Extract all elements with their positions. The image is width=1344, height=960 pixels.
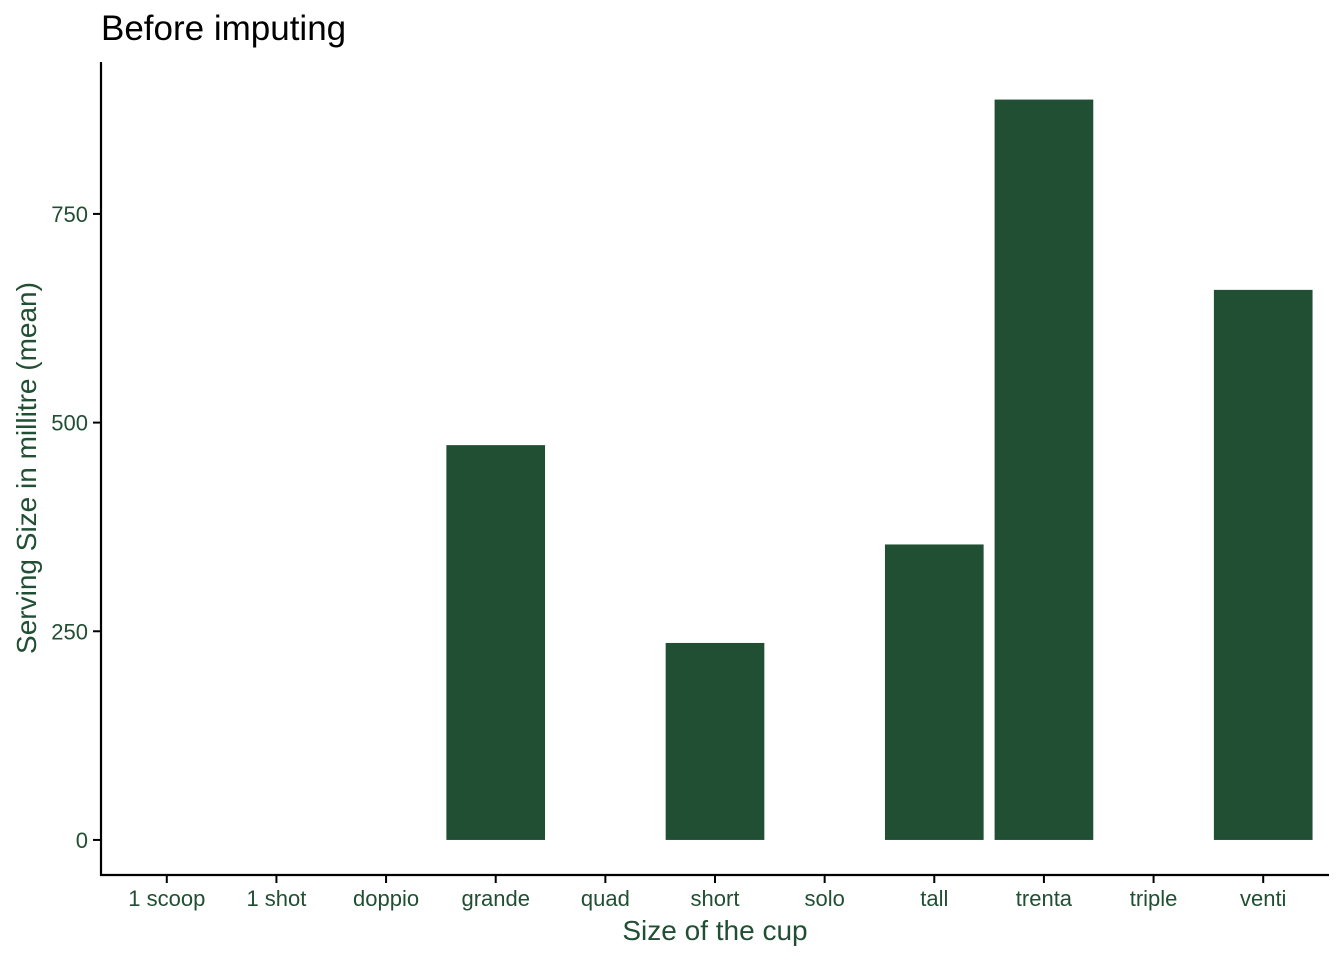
bars-group [446,99,1313,840]
x-axis-ticks: 1 scoop 1 shot doppio grande quad short solo ta… [128,875,1286,911]
x-tick-label: 1 shot [246,886,306,911]
y-axis-title: Serving Size in millitre (mean) [11,282,42,654]
x-tick-label: tall [920,886,948,911]
y-tick-label: 750 [51,202,88,227]
y-tick-label: 500 [51,411,88,436]
y-tick-label: 250 [51,619,88,644]
x-tick-label: quad [581,886,630,911]
y-axis-ticks: 0 250 500 750 [51,202,101,853]
chart-title: Before imputing [101,9,346,48]
x-tick-label: grande [461,886,530,911]
x-tick-label: venti [1240,886,1286,911]
bar-venti [1213,289,1313,840]
bar-tall [884,544,984,840]
bar-short [665,642,765,840]
x-tick-label: short [691,886,740,911]
bar-grande [446,445,546,840]
x-tick-label: 1 scoop [128,886,205,911]
x-tick-label: triple [1130,886,1178,911]
x-tick-label: doppio [353,886,419,911]
x-tick-label: trenta [1016,886,1073,911]
bar-trenta [994,99,1094,840]
x-tick-label: solo [804,886,844,911]
x-axis-title: Size of the cup [622,915,807,946]
y-tick-label: 0 [76,828,88,853]
